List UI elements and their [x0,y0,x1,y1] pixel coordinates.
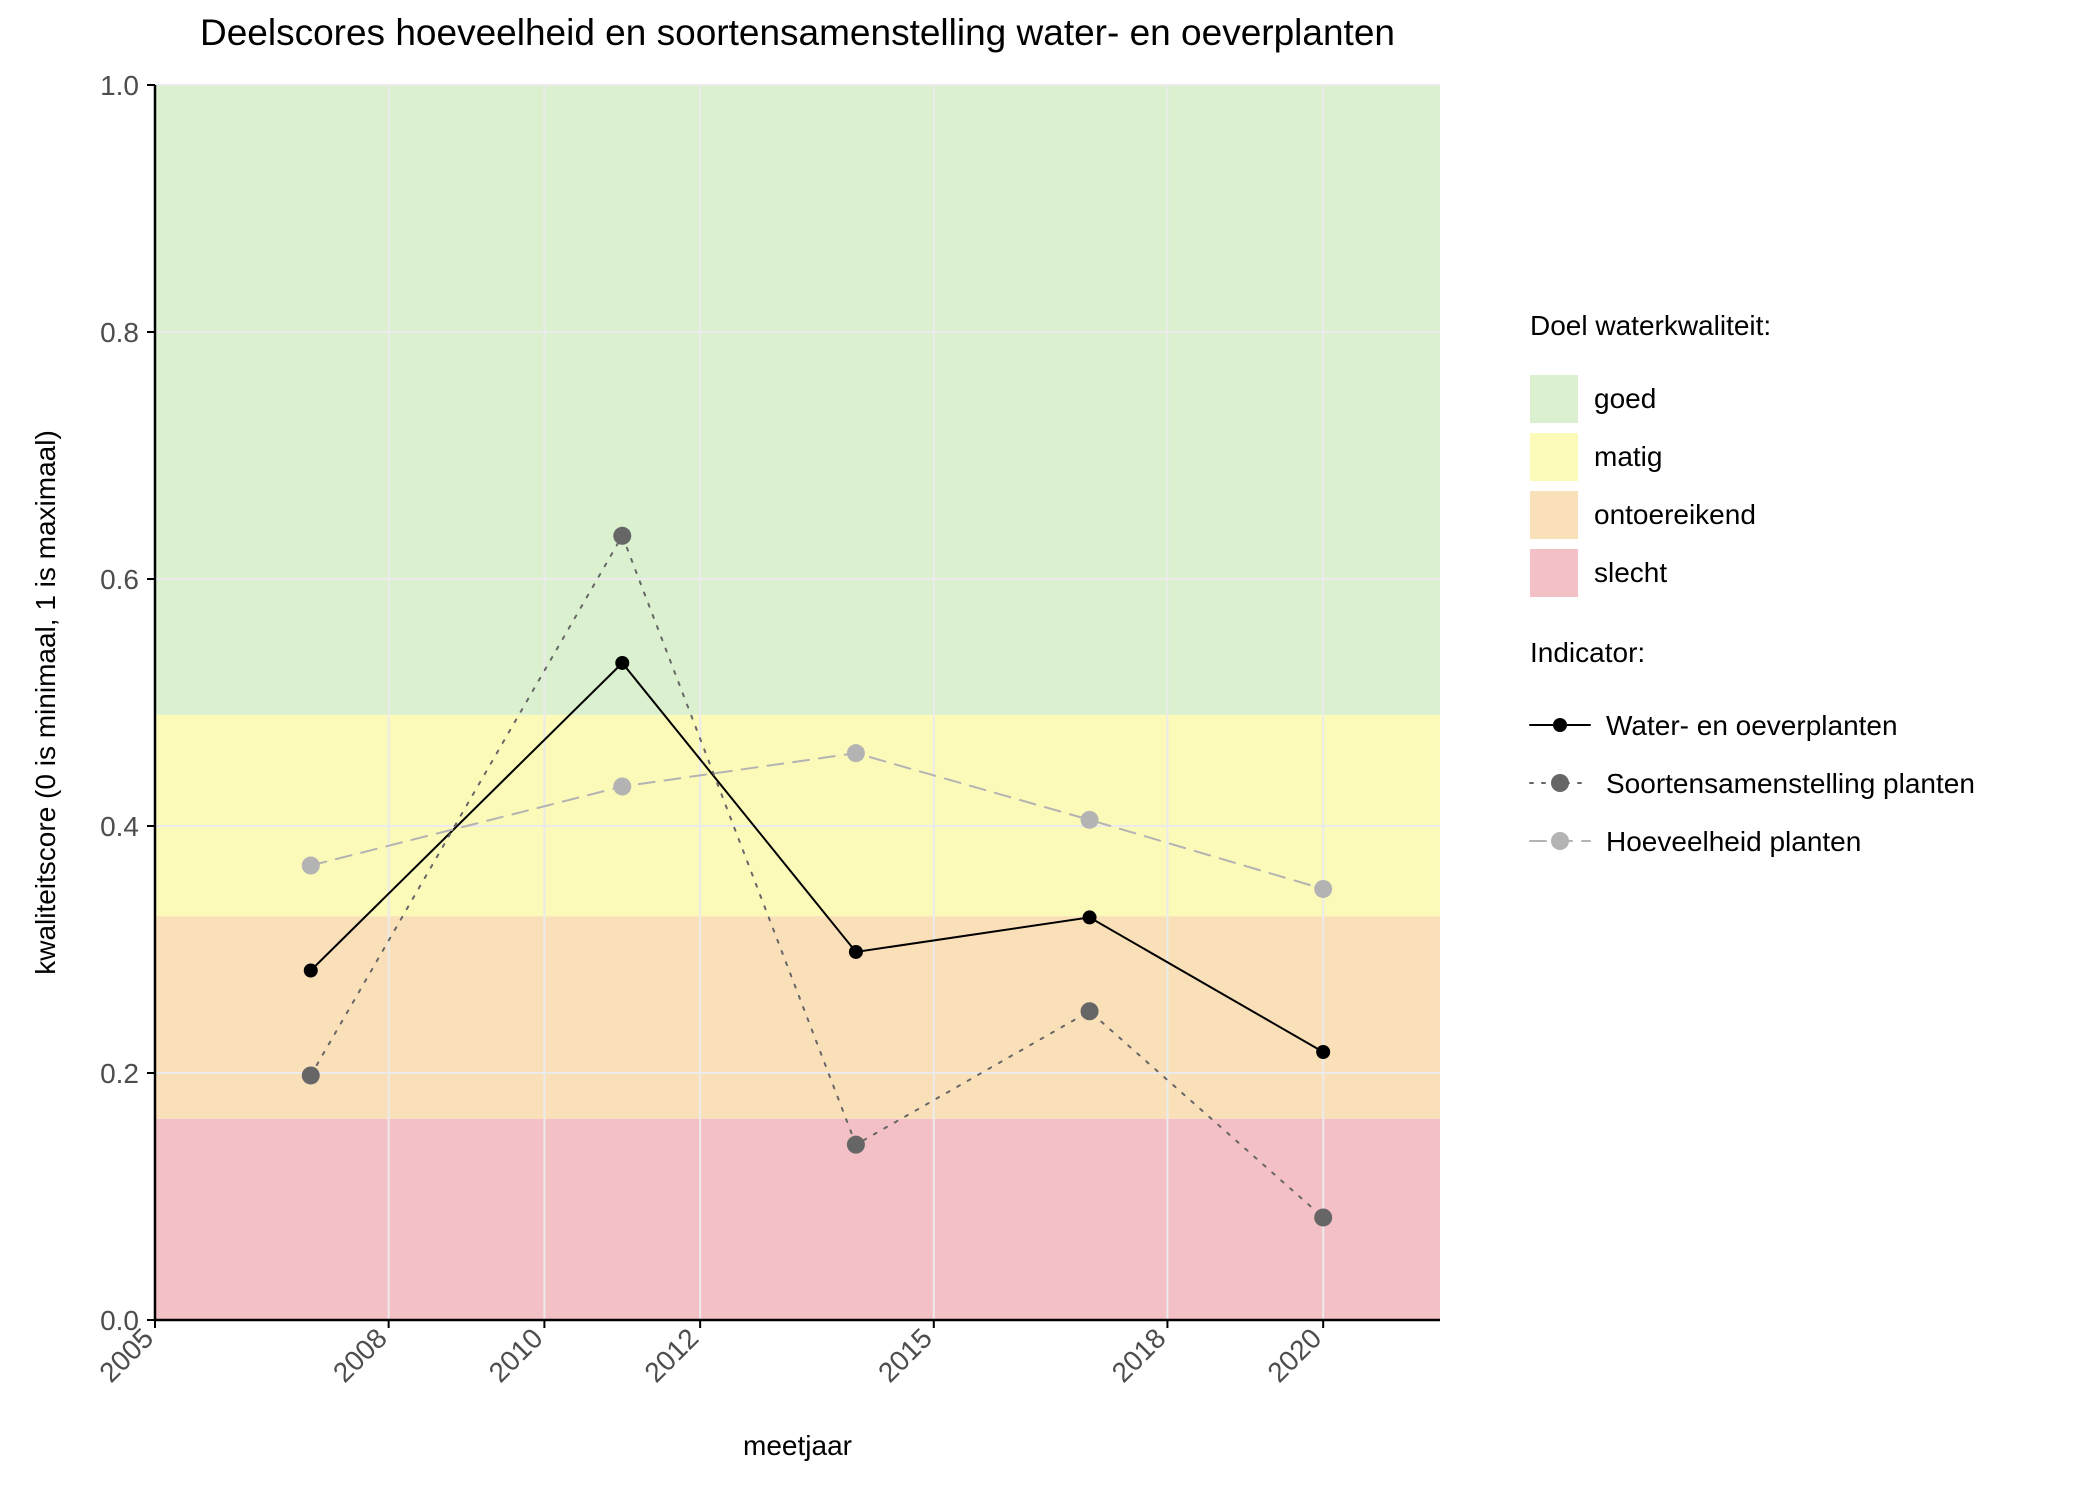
legend-series-label: Hoeveelheid planten [1606,826,1861,857]
xtick-label: 2018 [1106,1322,1172,1388]
legend-band-title: Doel waterkwaliteit: [1530,310,1771,341]
chart-title: Deelscores hoeveelheid en soortensamenst… [200,12,1395,53]
ytick-label: 0.8 [100,317,139,348]
legend-band-label: goed [1594,383,1656,414]
legend-series-marker [1551,832,1569,850]
series-marker [849,945,863,959]
legend-band-label: matig [1594,441,1662,472]
ytick-label: 0.2 [100,1058,139,1089]
xtick-label: 2020 [1261,1322,1327,1388]
legend-series-marker [1551,774,1569,792]
series-marker [302,1066,320,1084]
chart-container: Deelscores hoeveelheid en soortensamenst… [0,0,2100,1500]
legend-band-label: ontoereikend [1594,499,1756,530]
legend-series-label: Soortensamenstelling planten [1606,768,1975,799]
legend-band-label: slecht [1594,557,1667,588]
legend-series-marker [1553,718,1567,732]
series-marker [613,527,631,545]
series-marker [1314,1208,1332,1226]
series-marker [302,857,320,875]
legend-band-swatch-goed [1530,375,1578,423]
legend-band-swatch-matig [1530,433,1578,481]
series-marker [613,777,631,795]
series-marker [304,963,318,977]
series-marker [1316,1045,1330,1059]
x-axis-label: meetjaar [743,1430,852,1461]
chart-svg: Deelscores hoeveelheid en soortensamenst… [0,0,2100,1500]
y-axis-label: kwaliteitscore (0 is minimaal, 1 is maxi… [30,430,61,975]
series-marker [1081,811,1099,829]
xtick-label: 2015 [872,1322,938,1388]
legend-band-swatch-slecht [1530,549,1578,597]
xtick-label: 2008 [327,1322,393,1388]
series-marker [615,656,629,670]
series-marker [1314,880,1332,898]
legend-series-title: Indicator: [1530,637,1645,668]
quality-band-slecht [155,1119,1440,1320]
series-marker [847,744,865,762]
legend-band-swatch-ontoereikend [1530,491,1578,539]
ytick-label: 0.6 [100,564,139,595]
legend-series-label: Water- en oeverplanten [1606,710,1898,741]
series-marker [847,1136,865,1154]
series-marker [1083,910,1097,924]
quality-band-matig [155,715,1440,916]
xtick-label: 2010 [483,1322,549,1388]
quality-band-goed [155,85,1440,715]
ytick-label: 0.4 [100,811,139,842]
series-marker [1081,1002,1099,1020]
xtick-label: 2012 [638,1322,704,1388]
quality-band-ontoereikend [155,916,1440,1119]
ytick-label: 1.0 [100,70,139,101]
